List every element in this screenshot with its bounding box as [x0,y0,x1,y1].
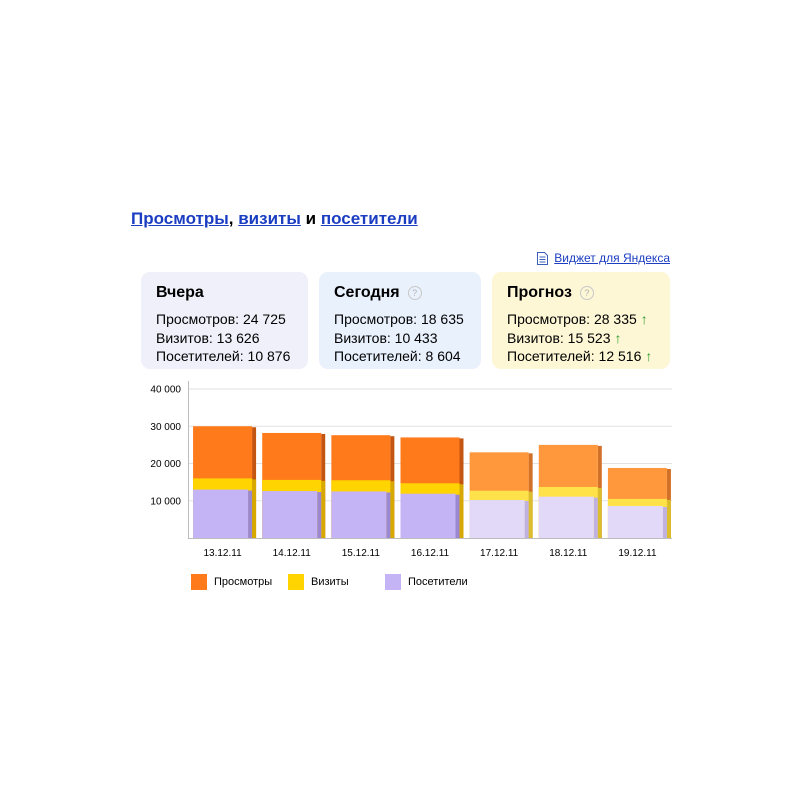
document-icon [537,251,549,265]
trend-up-icon: ↑ [640,311,648,327]
bar-side-visits [597,487,602,538]
y-tick-label: 20 000 [150,459,181,470]
bar-side-visitors [524,501,529,538]
y-tick-label: 30 000 [150,422,181,433]
today-title: Сегодня [334,284,400,301]
forecast-header: Прогноз ? [507,283,670,303]
x-tick-label: 14.12.11 [273,548,312,559]
x-tick-label: 15.12.11 [342,548,381,559]
legend-swatch-views [191,574,207,590]
y-tick-label: 40 000 [150,385,181,396]
today-visits: Визитов: 10 433 [334,329,438,346]
bar-side-visits [321,480,326,538]
bar-side-visits [459,484,464,538]
bar-side-visitors [455,494,460,538]
visits-link[interactable]: визиты [238,209,301,228]
legend-item-visitors: Посетители [385,574,468,590]
yesterday-visitors: Посетителей: 10 876 [156,348,291,364]
legend-item-views: Просмотры [191,574,272,590]
x-tick-label: 19.12.11 [618,548,657,559]
bar-side-visitors [317,492,322,538]
today-visitors: Посетителей: 8 604 [334,348,461,364]
legend-swatch-visits [288,574,304,590]
bar-visitors [469,500,525,538]
forecast-visitors: Посетителей: 12 516 [507,348,642,364]
bar-side-visits [528,491,533,538]
legend-swatch-visitors [385,574,401,590]
bar-visitors [400,493,456,538]
x-tick-label: 13.12.11 [203,548,242,559]
y-tick-label: 10 000 [150,496,181,507]
bar-visitors [538,496,594,538]
today-header: Сегодня ? [334,283,481,303]
x-tick-label: 17.12.11 [480,548,519,559]
bar-visitors [193,489,249,538]
help-icon[interactable]: ? [579,286,594,300]
legend-label-views: Просмотры [214,576,273,588]
title-comma: , [228,209,234,228]
yesterday-views: Просмотров: 24 725 [156,311,286,327]
trend-up-icon: ↑ [614,329,622,346]
trend-up-icon: ↑ [645,348,653,364]
x-tick-label: 18.12.11 [549,548,588,559]
yesterday-title: Вчера [156,284,204,301]
forecast-visitors-row: Посетителей: 12 516 ↑ [507,347,670,366]
bar-visitors [262,491,318,538]
help-icon[interactable]: ? [407,286,422,300]
bar-side-visitors [386,492,391,538]
today-views: Просмотров: 18 635 [334,311,464,327]
yandex-widget-link[interactable]: Виджет для Яндекса [554,251,670,265]
legend-item-visits: Визиты [288,574,349,590]
x-tick-label: 16.12.11 [411,548,450,559]
bar-side-visits [666,499,671,538]
bar-side-visits [252,479,257,538]
bar-side-visitors [248,490,253,538]
bar-side-visits [390,481,395,538]
today-card: Сегодня ? Просмотров: 18 635 Визитов: 10… [319,272,481,369]
widget-link-container: Виджет для Яндекса [537,251,670,265]
forecast-card: Прогноз ? Просмотров: 28 335 ↑ Визитов: 1… [492,272,670,369]
bar-visitors [331,491,387,538]
forecast-visits-row: Визитов: 15 523 ↑ [507,329,670,348]
yesterday-card: Вчера Просмотров: 24 725 Визитов: 13 626… [141,272,308,369]
forecast-views-row: Просмотров: 28 335 ↑ [507,310,670,329]
views-link[interactable]: Просмотры [131,209,229,228]
forecast-visits: Визитов: 15 523 [507,329,611,346]
bar-visitors [607,505,663,538]
section-title: Просмотры, визиты и посетители [131,209,418,229]
title-and: и [305,209,317,228]
forecast-title: Прогноз [507,284,572,301]
forecast-views: Просмотров: 28 335 [507,311,637,327]
yesterday-visits: Визитов: 13 626 [156,329,260,346]
bar-side-visitors [662,506,667,538]
legend-label-visits: Визиты [311,576,349,588]
visitors-link[interactable]: посетители [320,209,418,228]
bar-side-visitors [593,497,598,538]
legend-label-visitors: Посетители [408,576,468,588]
